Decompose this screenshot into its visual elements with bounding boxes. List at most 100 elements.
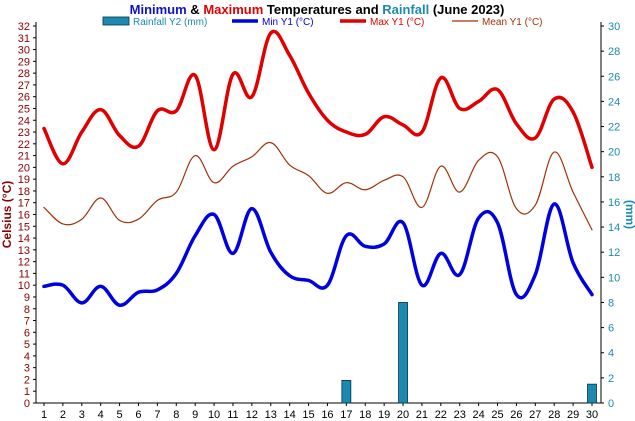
left-tick-label: 3 bbox=[24, 363, 30, 375]
left-tick-label: 19 bbox=[18, 174, 30, 186]
x-tick-label: 6 bbox=[135, 409, 141, 421]
title-part: (June 2023) bbox=[429, 2, 504, 17]
x-tick-label: 24 bbox=[472, 409, 484, 421]
left-tick-label: 22 bbox=[18, 139, 30, 151]
legend: Rainfall Y2 (mm) Min Y1 (°C) Max Y1 (°C) Me… bbox=[102, 16, 543, 28]
left-tick-label: 10 bbox=[18, 280, 30, 292]
x-tick-label: 4 bbox=[98, 409, 104, 421]
right-tick-label: 4 bbox=[608, 348, 614, 360]
x-tick-label: 14 bbox=[284, 409, 296, 421]
x-tick-label: 2 bbox=[60, 409, 66, 421]
x-tick-label: 27 bbox=[529, 409, 541, 421]
x-tick-label: 20 bbox=[397, 409, 409, 421]
left-tick-label: 14 bbox=[18, 233, 30, 245]
left-tick-label: 6 bbox=[24, 327, 30, 339]
left-tick-label: 2 bbox=[24, 374, 30, 386]
left-tick-label: 20 bbox=[18, 162, 30, 174]
legend-label: Max Y1 (°C) bbox=[370, 17, 424, 28]
x-tick-label: 12 bbox=[246, 409, 258, 421]
x-tick-label: 9 bbox=[192, 409, 198, 421]
x-tick-label: 3 bbox=[79, 409, 85, 421]
right-tick-label: 10 bbox=[608, 272, 620, 284]
x-tick-label: 10 bbox=[208, 409, 220, 421]
series-line bbox=[43, 142, 593, 231]
left-tick-label: 28 bbox=[18, 68, 30, 80]
chart-title: Minimum & Maximum Temperatures and Rainf… bbox=[130, 2, 505, 17]
left-tick-label: 29 bbox=[18, 56, 30, 68]
left-tick-label: 16 bbox=[18, 210, 30, 222]
title-part: Maximum bbox=[203, 2, 263, 17]
rainfall-bar bbox=[341, 379, 352, 404]
x-tick-label: 28 bbox=[548, 409, 560, 421]
rainfall-bar bbox=[587, 383, 597, 404]
x-tick-label: 23 bbox=[454, 409, 466, 421]
left-tick-label: 7 bbox=[24, 316, 30, 328]
right-tick-label: 0 bbox=[608, 398, 614, 410]
x-tick-label: 25 bbox=[491, 409, 503, 421]
x-tick-label: 26 bbox=[510, 409, 522, 421]
left-tick-label: 27 bbox=[18, 80, 30, 92]
left-tick-label: 30 bbox=[18, 45, 30, 57]
title-part: Minimum bbox=[130, 2, 187, 17]
x-tick-label: 21 bbox=[416, 409, 428, 421]
left-tick-label: 0 bbox=[24, 398, 30, 410]
x-tick-label: 17 bbox=[340, 409, 352, 421]
right-tick-label: 22 bbox=[608, 122, 620, 134]
x-tick-label: 1 bbox=[41, 409, 47, 421]
left-tick-label: 5 bbox=[24, 339, 30, 351]
legend-label: Rainfall Y2 (mm) bbox=[133, 17, 207, 28]
x-tick-label: 8 bbox=[173, 409, 179, 421]
series-line bbox=[42, 202, 594, 307]
left-tick-label: 17 bbox=[18, 198, 30, 210]
right-tick-label: 18 bbox=[608, 172, 620, 184]
temperature-lines bbox=[42, 29, 594, 307]
title-part: & bbox=[187, 2, 204, 17]
left-axis: 0123456789101112131415161718192021222324… bbox=[18, 21, 37, 410]
x-tick-label: 5 bbox=[117, 409, 123, 421]
right-tick-label: 20 bbox=[608, 147, 620, 159]
right-tick-label: 28 bbox=[608, 46, 620, 58]
x-tick-label: 7 bbox=[154, 409, 160, 421]
left-tick-label: 4 bbox=[24, 351, 30, 363]
legend-swatch bbox=[102, 16, 130, 26]
right-tick-label: 24 bbox=[608, 96, 620, 108]
x-tick-label: 15 bbox=[302, 409, 314, 421]
left-tick-label: 21 bbox=[18, 151, 30, 163]
x-tick-label: 19 bbox=[378, 409, 390, 421]
x-tick-label: 29 bbox=[567, 409, 579, 421]
right-axis-title: (mm) bbox=[623, 200, 635, 229]
left-tick-label: 24 bbox=[18, 115, 30, 127]
left-tick-label: 9 bbox=[24, 292, 30, 304]
left-tick-label: 13 bbox=[18, 245, 30, 257]
rainfall-bar bbox=[398, 302, 408, 404]
x-tick-label: 16 bbox=[321, 409, 333, 421]
x-tick-label: 18 bbox=[359, 409, 371, 421]
series-line bbox=[42, 29, 594, 170]
left-tick-label: 18 bbox=[18, 186, 30, 198]
title-part: Rainfall bbox=[382, 2, 429, 17]
left-tick-label: 8 bbox=[24, 304, 30, 316]
right-tick-label: 14 bbox=[608, 222, 620, 234]
right-tick-label: 30 bbox=[608, 21, 620, 33]
left-tick-label: 23 bbox=[18, 127, 30, 139]
left-tick-label: 11 bbox=[19, 268, 30, 280]
x-tick-label: 30 bbox=[586, 409, 598, 421]
left-tick-label: 1 bbox=[24, 386, 30, 398]
left-tick-label: 32 bbox=[18, 21, 30, 33]
right-tick-label: 6 bbox=[608, 323, 614, 335]
right-tick-label: 8 bbox=[608, 297, 614, 309]
left-tick-label: 12 bbox=[18, 257, 30, 269]
left-tick-label: 15 bbox=[18, 221, 30, 233]
title-part: Temperatures and bbox=[263, 2, 382, 17]
right-tick-label: 26 bbox=[608, 71, 620, 83]
left-tick-label: 31 bbox=[18, 33, 30, 45]
left-tick-label: 25 bbox=[18, 103, 30, 115]
left-tick-label: 26 bbox=[18, 92, 30, 104]
left-axis-title: Celsius (°C) bbox=[0, 181, 14, 248]
legend-label: Min Y1 (°C) bbox=[262, 17, 314, 28]
right-tick-label: 12 bbox=[608, 247, 620, 259]
x-tick-label: 13 bbox=[265, 409, 277, 421]
right-tick-label: 16 bbox=[608, 197, 620, 209]
